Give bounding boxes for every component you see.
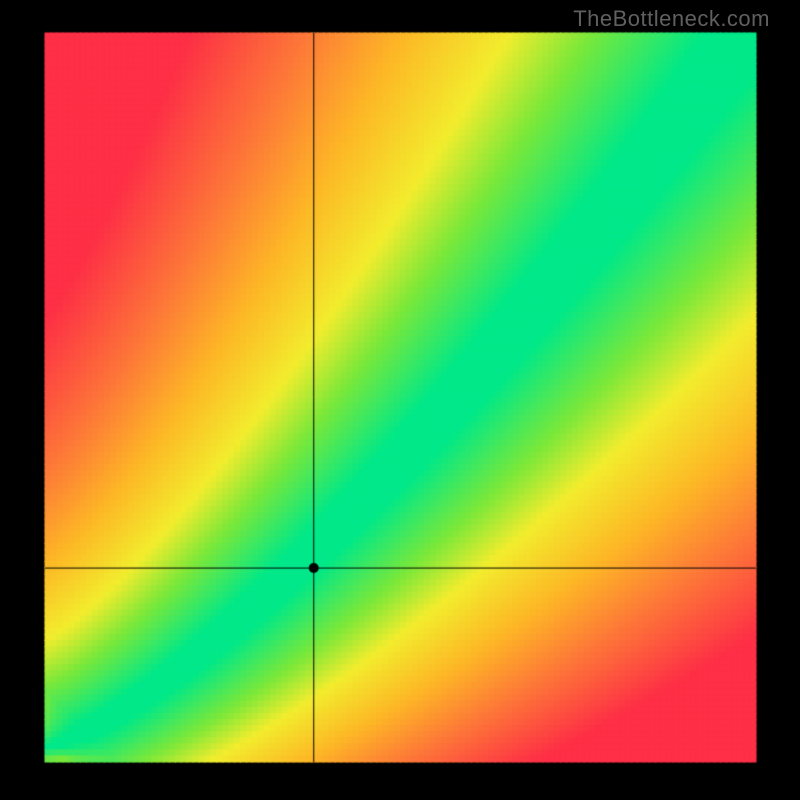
watermark: TheBottleneck.com bbox=[573, 6, 770, 32]
chart-container: TheBottleneck.com bbox=[0, 0, 800, 800]
heatmap-canvas bbox=[0, 0, 800, 800]
